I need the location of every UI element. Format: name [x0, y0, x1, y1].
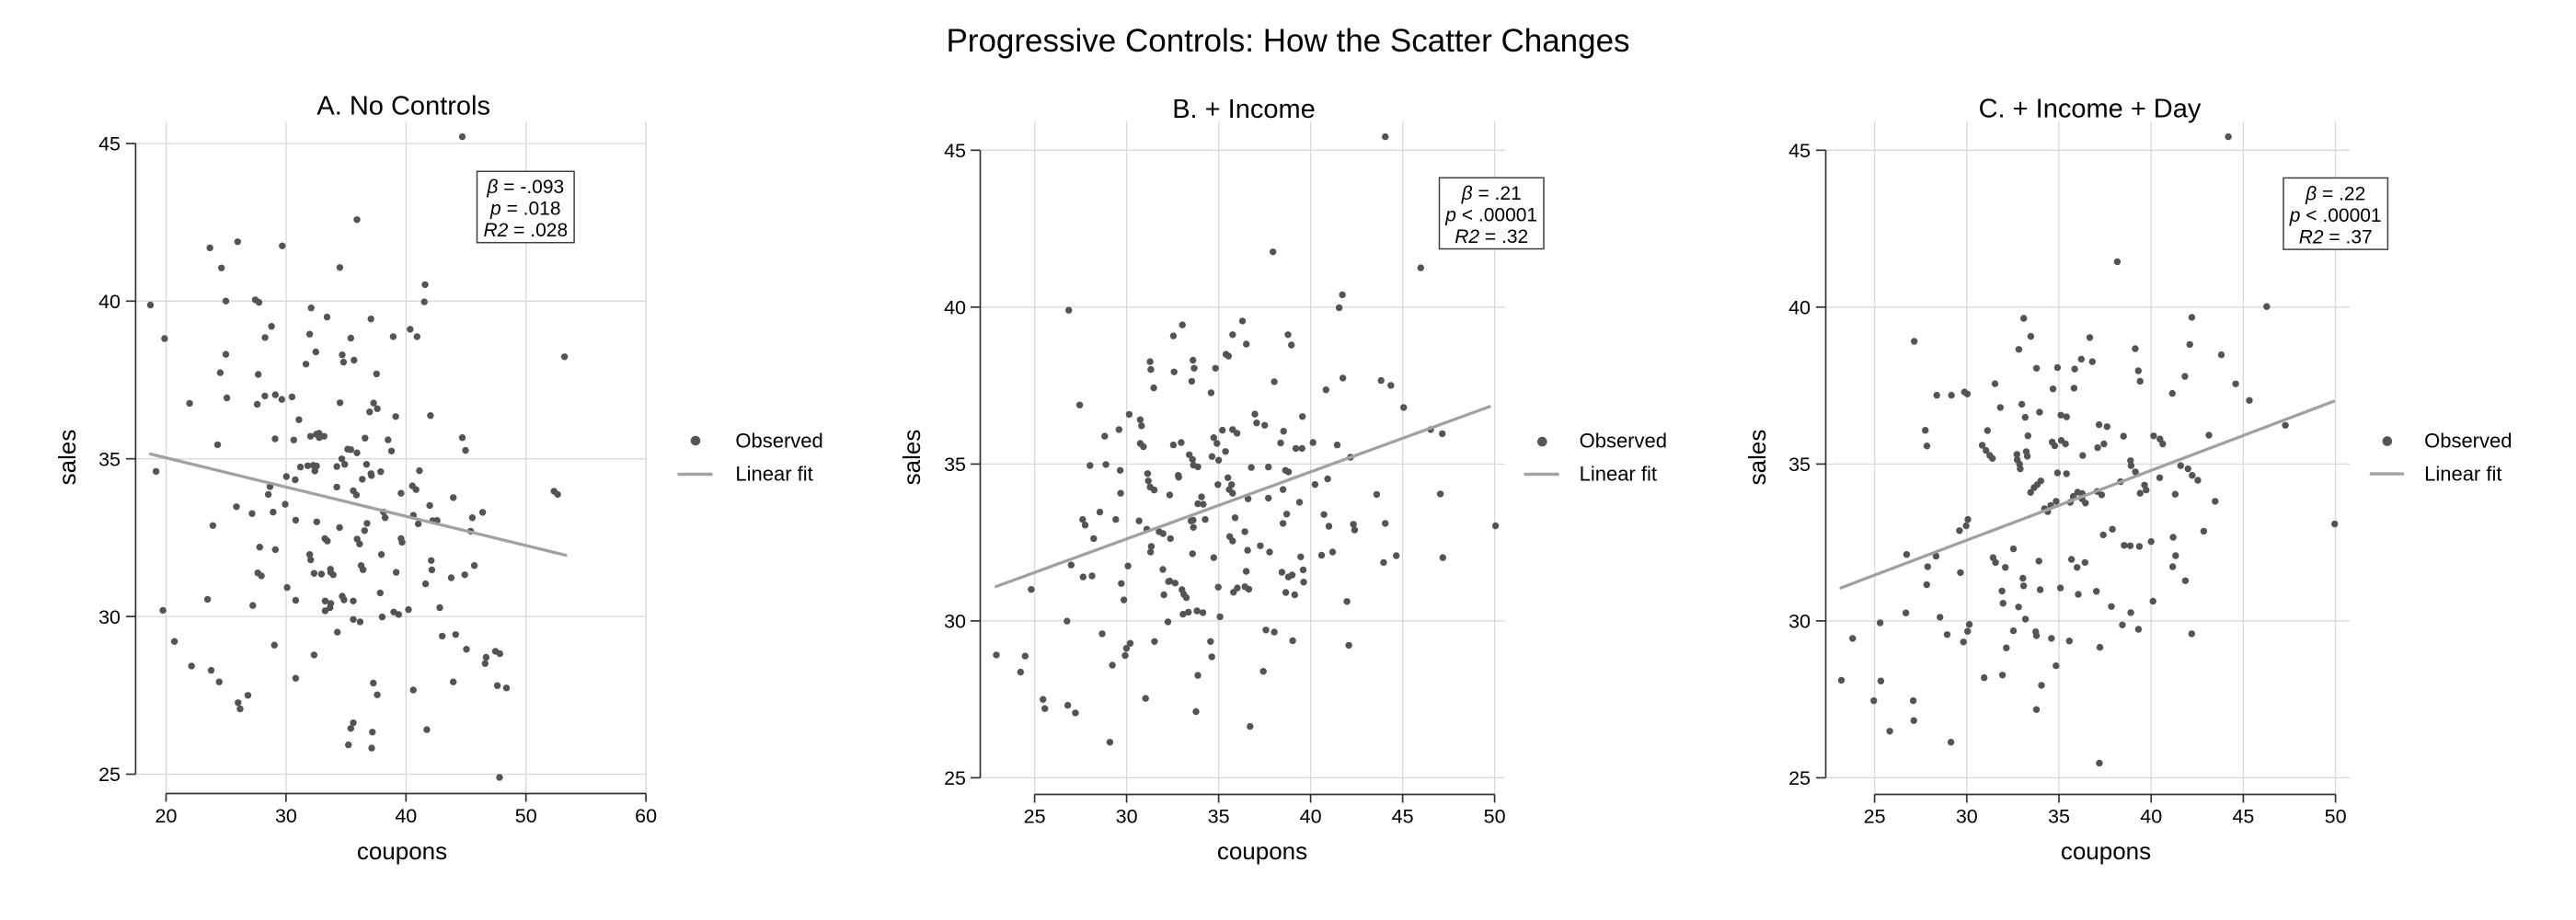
svg-text:25: 25: [944, 767, 966, 789]
svg-text:β = -.093: β = -.093: [486, 177, 564, 198]
svg-text:Linear fit: Linear fit: [735, 463, 812, 486]
svg-text:C. + Income + Day: C. + Income + Day: [1979, 95, 2202, 124]
svg-text:50: 50: [515, 805, 537, 827]
svg-text:Observed: Observed: [1580, 430, 1667, 453]
svg-text:40: 40: [944, 297, 966, 319]
svg-text:Observed: Observed: [735, 430, 822, 453]
svg-text:45: 45: [1788, 140, 1811, 162]
svg-text:sales: sales: [53, 430, 81, 486]
svg-text:40: 40: [1788, 297, 1811, 319]
svg-text:30: 30: [1788, 611, 1811, 633]
svg-text:A. No Controls: A. No Controls: [316, 92, 490, 121]
svg-text:30: 30: [98, 606, 121, 628]
svg-text:β = .21: β = .21: [1461, 183, 1522, 204]
svg-text:40: 40: [98, 291, 121, 313]
svg-text:30: 30: [1956, 806, 1978, 828]
svg-text:45: 45: [98, 133, 121, 155]
svg-text:25: 25: [98, 764, 121, 786]
svg-text:45: 45: [2232, 806, 2254, 828]
svg-text:35: 35: [1788, 454, 1811, 476]
svg-text:p < .00001: p < .00001: [2289, 205, 2382, 226]
svg-text:45: 45: [1392, 806, 1414, 828]
svg-text:40: 40: [2140, 806, 2162, 828]
svg-text:Linear fit: Linear fit: [2424, 463, 2501, 486]
svg-text:p < .00001: p < .00001: [1444, 205, 1537, 226]
svg-text:25: 25: [1024, 806, 1046, 828]
svg-text:25: 25: [1864, 806, 1886, 828]
svg-text:sales: sales: [1743, 430, 1771, 486]
svg-text:30: 30: [1116, 806, 1138, 828]
svg-text:60: 60: [635, 805, 657, 827]
svg-text:coupons: coupons: [1217, 837, 1307, 865]
svg-text:40: 40: [1300, 806, 1322, 828]
svg-text:Observed: Observed: [2424, 430, 2512, 453]
svg-text:35: 35: [2048, 806, 2070, 828]
svg-text:30: 30: [944, 611, 966, 633]
svg-text:35: 35: [1208, 806, 1230, 828]
svg-text:25: 25: [1788, 767, 1811, 789]
svg-text:Progressive Controls: How the: Progressive Controls: How the Scatter Ch…: [946, 23, 1629, 59]
svg-text:R2 = .028: R2 = .028: [483, 220, 568, 241]
svg-text:coupons: coupons: [357, 837, 447, 865]
svg-text:45: 45: [944, 140, 966, 162]
svg-text:20: 20: [155, 805, 178, 827]
svg-text:35: 35: [98, 448, 121, 470]
svg-text:coupons: coupons: [2061, 837, 2151, 865]
svg-text:B. + Income: B. + Income: [1172, 95, 1316, 124]
svg-text:R2 = .37: R2 = .37: [2299, 226, 2373, 247]
svg-text:35: 35: [944, 454, 966, 476]
svg-text:50: 50: [1484, 806, 1506, 828]
svg-text:β = .22: β = .22: [2305, 183, 2365, 204]
svg-text:50: 50: [2325, 806, 2347, 828]
svg-text:p = .018: p = .018: [489, 199, 561, 220]
svg-text:Linear fit: Linear fit: [1580, 463, 1657, 486]
svg-text:30: 30: [275, 805, 297, 827]
svg-text:R2 = .32: R2 = .32: [1455, 226, 1528, 247]
svg-text:sales: sales: [898, 430, 926, 486]
svg-text:40: 40: [395, 805, 417, 827]
